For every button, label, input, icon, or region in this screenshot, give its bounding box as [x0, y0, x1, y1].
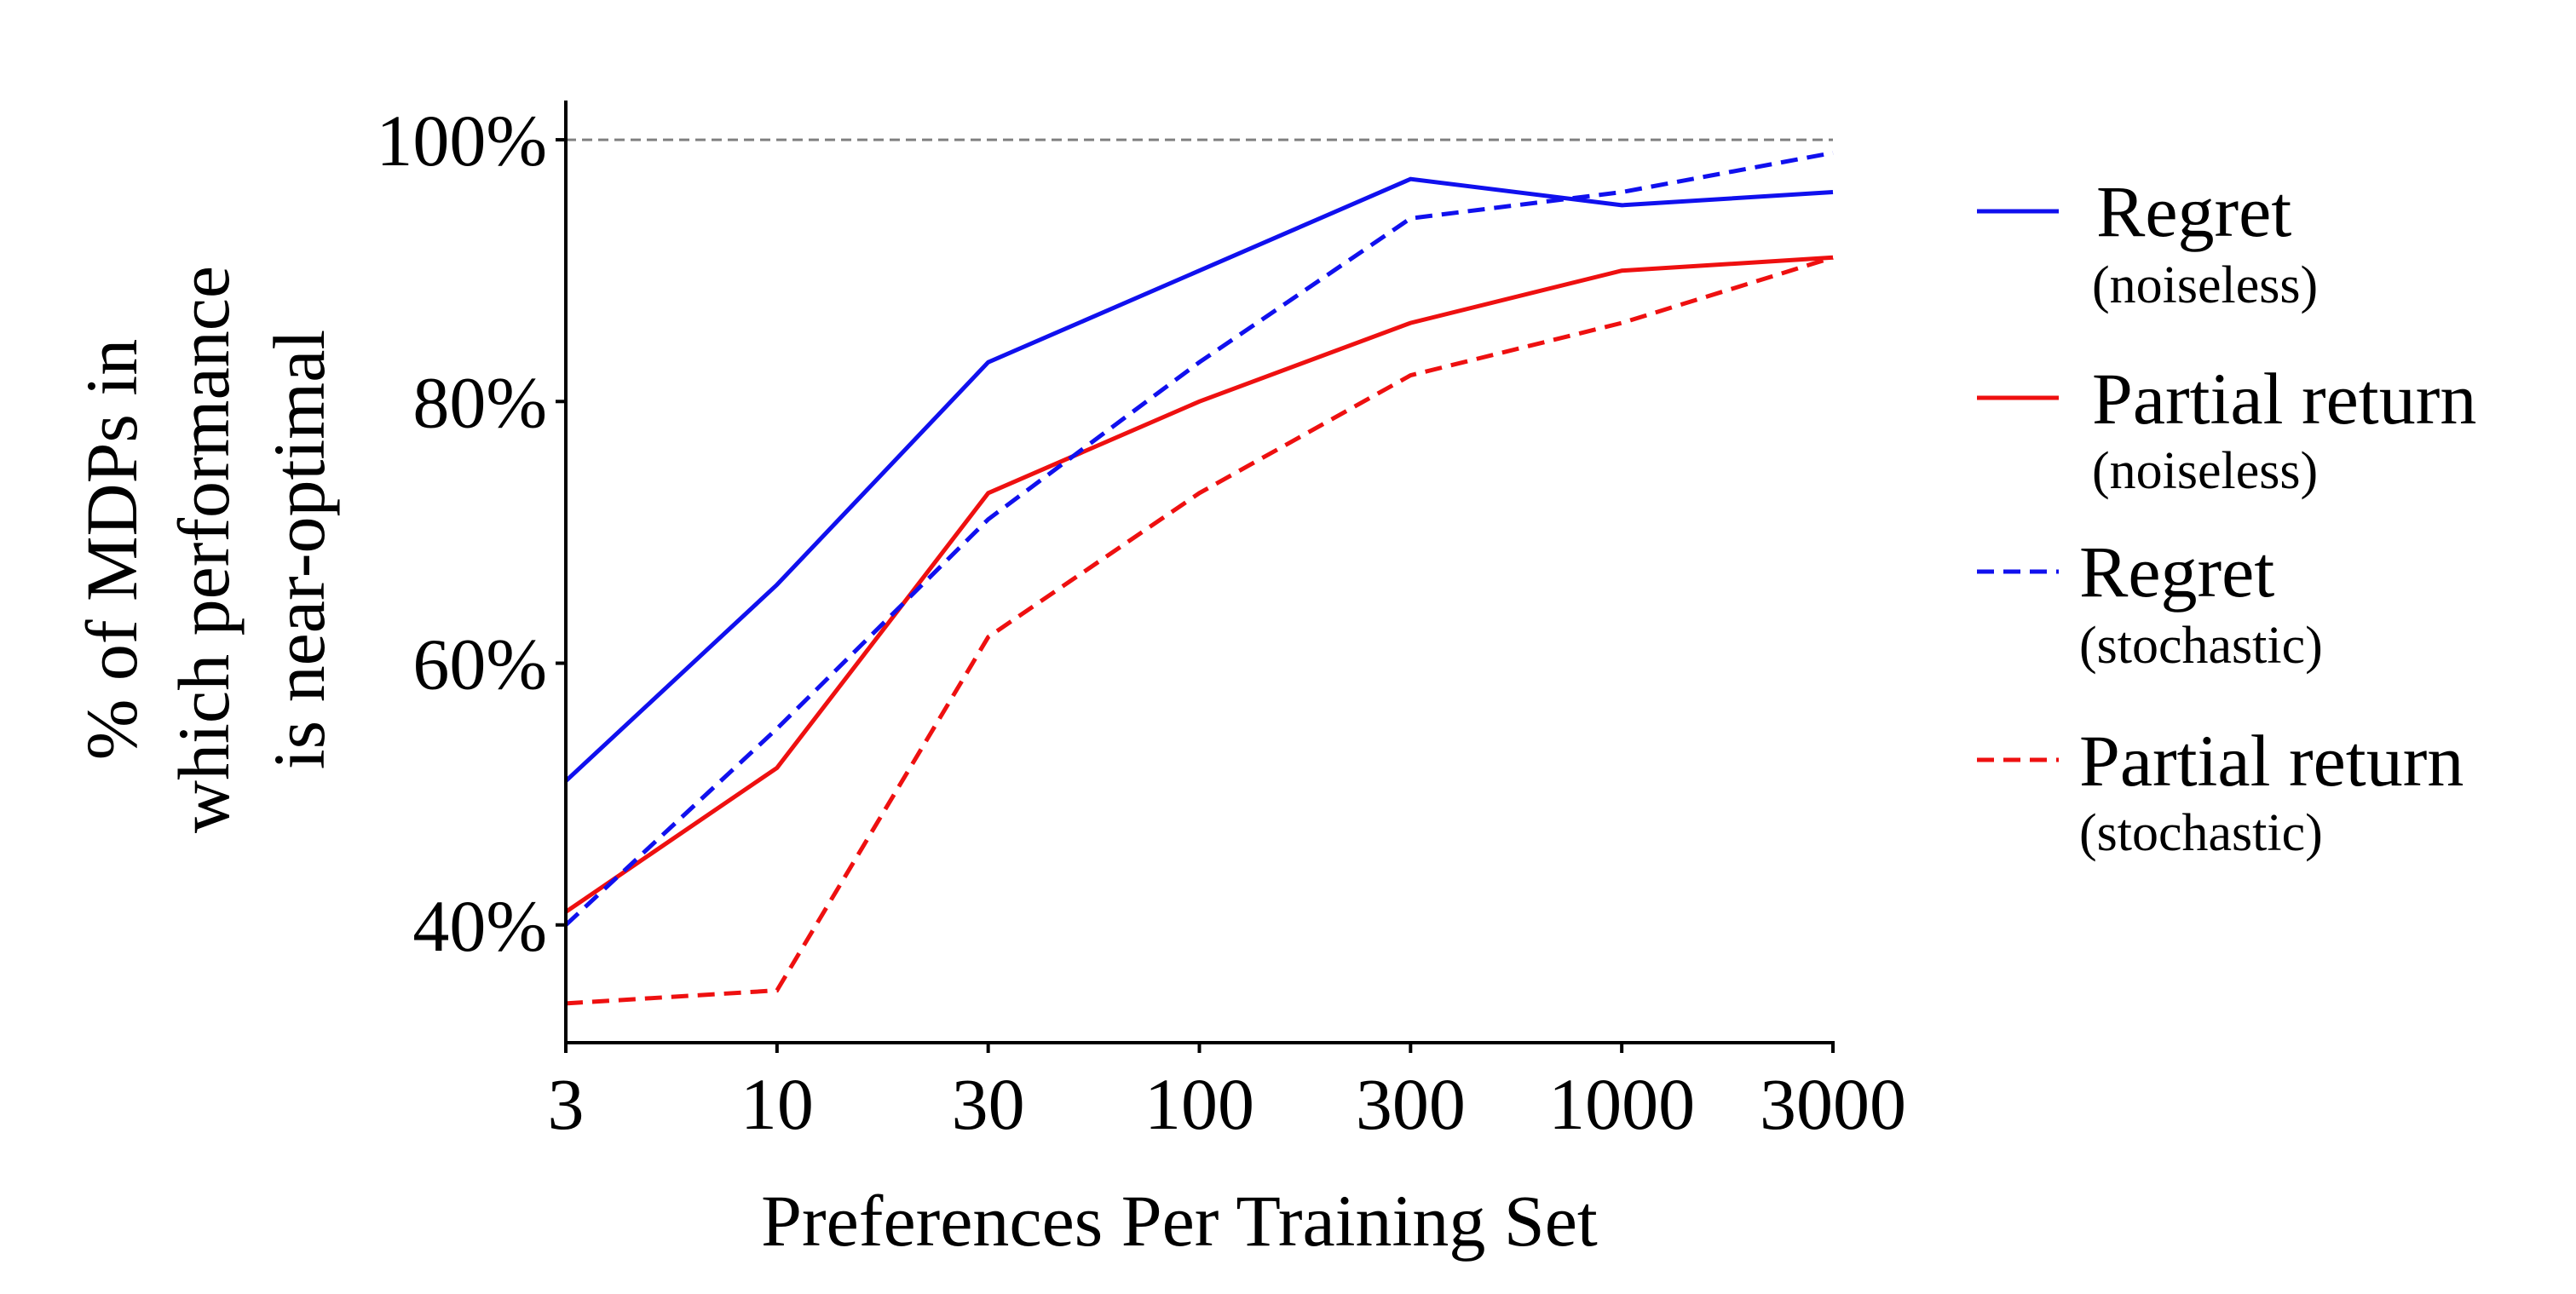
x-ticks: 3 10 30 100 300 1000 3000 — [548, 1043, 1906, 1145]
x-tick-label: 30 — [952, 1063, 1025, 1145]
series-layer — [564, 150, 1834, 1006]
legend-label-regret-noiseless: Regret — [2096, 170, 2291, 252]
x-tick-label: 3 — [548, 1063, 585, 1145]
axes-layer — [564, 101, 1835, 1044]
y-axis-title-line-2: which performance — [163, 266, 245, 833]
legend-sub-regret-stochastic: (stochastic) — [2079, 617, 2323, 675]
y-tick-label: 100% — [376, 100, 547, 181]
series-line-partial-return-stochastic — [565, 255, 1834, 1006]
series-line-partial-return-noiseless — [564, 255, 1834, 914]
y-axis-title: % of MDPs in which performance is near-o… — [71, 266, 340, 833]
x-tick-label: 1000 — [1548, 1063, 1695, 1145]
y-axis-title-line-1: % of MDPs in — [71, 339, 153, 761]
x-tick-label: 300 — [1356, 1063, 1466, 1145]
x-axis-title: Preferences Per Training Set — [761, 1180, 1598, 1262]
x-tick-label: 100 — [1144, 1063, 1254, 1145]
legend-label-partial-stochastic: Partial return — [2079, 720, 2464, 802]
y-axis-title-line-3: is near-optimal — [258, 330, 340, 770]
x-tick-label: 10 — [741, 1063, 814, 1145]
legend-entry-regret-stochastic: Regret (stochastic) — [1977, 531, 2323, 675]
legend-sub-partial-stochastic: (stochastic) — [2079, 804, 2323, 862]
legend-entry-regret-noiseless: Regret (noiseless) — [1977, 170, 2318, 314]
y-tick-label: 60% — [412, 624, 547, 705]
legend-entry-partial-noiseless: Partial return (noiseless) — [1977, 358, 2476, 500]
x-tick-label: 3000 — [1760, 1063, 1906, 1145]
legend-sub-regret-noiseless: (noiseless) — [2092, 256, 2318, 314]
series-line-regret-stochastic — [564, 150, 1834, 927]
y-ticks: 40% 60% 80% 100% — [376, 100, 566, 967]
legend-sub-partial-noiseless: (noiseless) — [2092, 442, 2318, 500]
series-line-regret-noiseless — [564, 176, 1834, 783]
y-tick-label: 80% — [412, 361, 547, 443]
legend-label-partial-noiseless: Partial return — [2092, 358, 2476, 440]
legend: Regret (noiseless) Partial return (noise… — [1977, 170, 2476, 862]
legend-label-regret-stochastic: Regret — [2079, 531, 2274, 612]
legend-entry-partial-stochastic: Partial return (stochastic) — [1977, 720, 2464, 862]
y-tick-label: 40% — [412, 885, 547, 967]
